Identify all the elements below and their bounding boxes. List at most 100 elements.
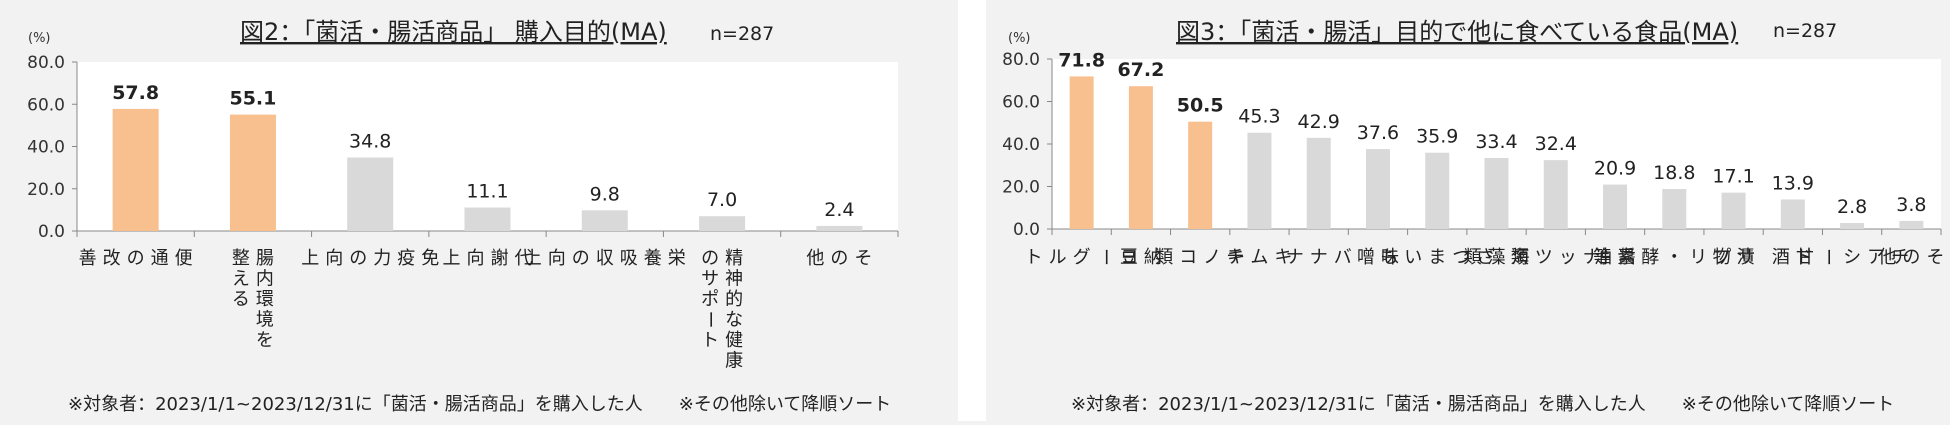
bar <box>112 108 159 231</box>
bar <box>1128 86 1153 229</box>
category-label: バナナ <box>1286 247 1352 268</box>
category-char: 代 <box>515 248 533 269</box>
category-char: ポ <box>701 289 719 310</box>
bar <box>1306 137 1331 229</box>
chart-sample-size: n=287 <box>710 23 774 45</box>
category-char: 甘 <box>1796 247 1814 268</box>
category-char: 上 <box>301 248 319 269</box>
data-label: 67.2 <box>1117 59 1164 81</box>
y-tick-label: 0.0 <box>1013 220 1040 240</box>
category-char: を <box>256 330 274 351</box>
category-char: ト <box>1025 247 1043 268</box>
data-label: 20.9 <box>1594 158 1636 180</box>
category-char: ・ <box>1665 247 1683 268</box>
panel-divider <box>958 0 986 421</box>
data-label: 2.8 <box>1837 196 1867 218</box>
data-label: 45.3 <box>1238 106 1280 128</box>
category-char: ー <box>699 311 720 329</box>
category-char: リ <box>1689 247 1707 268</box>
category-char: 通 <box>151 248 169 269</box>
data-label: 55.1 <box>229 88 276 110</box>
bar <box>229 114 276 231</box>
bar <box>1188 121 1213 229</box>
bar <box>1069 76 1094 229</box>
category-char: 納 <box>1144 247 1162 268</box>
category-char: チ <box>1891 247 1909 268</box>
category-char: 物 <box>1713 247 1731 268</box>
category-char: 他 <box>806 248 824 269</box>
chart-sample-size: n=287 <box>1773 20 1837 42</box>
category-char: の <box>127 248 145 269</box>
bar <box>1425 152 1450 229</box>
category-char: 収 <box>596 248 614 269</box>
category-char: 的 <box>725 289 743 310</box>
category-char: プ <box>1713 247 1731 268</box>
category-label: 甘酒 <box>1772 247 1814 268</box>
category-char: バ <box>1334 247 1352 268</box>
chart-other-foods: 図3：「菌活・腸活」目的で他に食べている食品(MA) n=287 (%) ※対象… <box>1002 18 1944 415</box>
y-tick-label: 40.0 <box>27 138 65 158</box>
chart-title: 図3：「菌活・腸活」目的で他に食べている食品(MA) <box>1176 18 1738 46</box>
category-label: 醤油 <box>1594 247 1636 268</box>
category-char: 整 <box>232 248 250 269</box>
category-label: 味噌 <box>1357 247 1399 268</box>
category-label: 漬物 <box>1713 247 1755 268</box>
category-char: の <box>1902 247 1920 268</box>
category-label: サプリ・酵素等 <box>1593 247 1755 268</box>
bar <box>1365 149 1390 229</box>
y-tick-label: 80.0 <box>1002 50 1040 70</box>
bar <box>1247 132 1272 229</box>
category-char: 健 <box>725 330 743 351</box>
y-tick-label: 40.0 <box>1002 135 1040 155</box>
category-char: え <box>232 269 250 290</box>
bar <box>1780 199 1805 229</box>
category-char: グ <box>1073 247 1091 268</box>
category-char: つ <box>1452 247 1470 268</box>
category-char: ッ <box>1559 247 1577 268</box>
category-char: 上 <box>443 248 461 269</box>
bar <box>699 216 746 231</box>
data-label: 18.8 <box>1653 162 1695 184</box>
category-char: さ <box>1476 247 1494 268</box>
data-label: 35.9 <box>1416 126 1458 148</box>
category-char: 漬 <box>1737 247 1755 268</box>
data-label: 9.8 <box>590 183 620 205</box>
category-char: 力 <box>373 248 391 269</box>
category-char: 環 <box>256 289 274 310</box>
category-char: 腸 <box>256 248 274 269</box>
category-char: ノ <box>1203 247 1221 268</box>
category-char: 類 <box>1464 247 1482 268</box>
bar <box>464 207 511 231</box>
category-char: ト <box>701 330 719 351</box>
data-label: 37.6 <box>1357 122 1399 144</box>
category-char: 味 <box>1381 247 1399 268</box>
chart-panel-other-foods: 図3：「菌活・腸活」目的で他に食べている食品(MA) n=287 (%) ※対象… <box>986 0 1950 421</box>
category-char: 謝 <box>491 248 509 269</box>
bar <box>347 157 394 231</box>
category-char: 他 <box>1878 247 1896 268</box>
category-char: の <box>572 248 590 269</box>
category-char: キ <box>1274 247 1292 268</box>
data-label: 13.9 <box>1772 172 1814 194</box>
data-label: 17.1 <box>1712 166 1754 188</box>
category-char: 醤 <box>1618 247 1636 268</box>
chart-panel-purchase-purpose: 図2：「菌活・腸活商品」 購入目的(MA) n=287 (%) ※対象者：202… <box>0 0 958 421</box>
category-char: ナ <box>1286 247 1304 268</box>
category-char: 噌 <box>1357 247 1375 268</box>
category-char: る <box>232 289 250 310</box>
category-char: 素 <box>1617 247 1635 268</box>
bar <box>1899 220 1924 229</box>
category-char: の <box>349 248 367 269</box>
category-char: ー <box>1095 248 1116 266</box>
category-char: ナ <box>1310 247 1328 268</box>
data-label: 71.8 <box>1058 49 1105 71</box>
category-char: 内 <box>256 269 274 290</box>
bar <box>1721 192 1746 229</box>
category-char: 向 <box>548 248 566 269</box>
data-label: 7.0 <box>707 189 737 211</box>
category-char: 酵 <box>1641 247 1659 268</box>
